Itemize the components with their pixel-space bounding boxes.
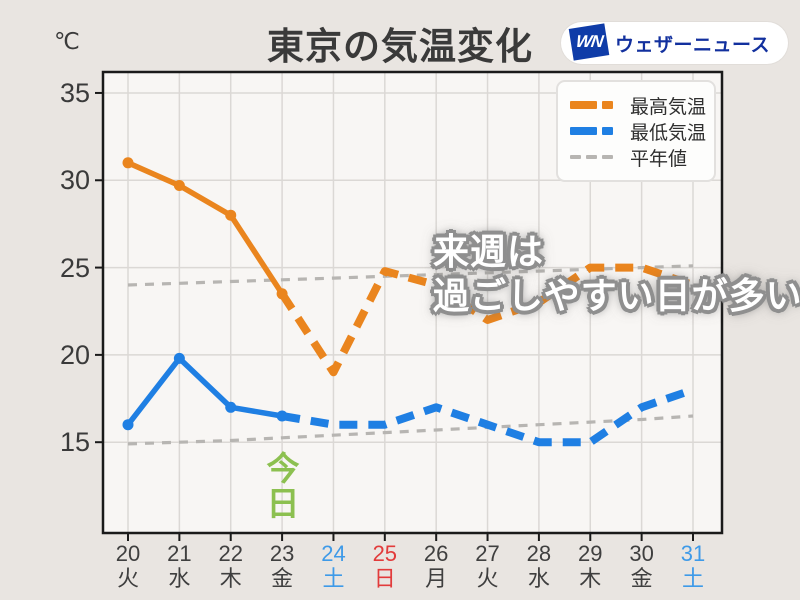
weekday: 日 — [373, 566, 396, 591]
x-tick-label-22: 22 木 — [205, 542, 257, 590]
x-tick-label-30: 30 金 — [616, 542, 668, 590]
weekday: 金 — [271, 566, 294, 591]
date-number: 25 — [372, 541, 398, 566]
date-number: 26 — [423, 541, 449, 566]
annotation-line-2: 過ごしやすい日が多い — [433, 274, 800, 316]
max-temp-marker — [225, 209, 237, 221]
weekday: 火 — [476, 566, 499, 591]
logo-text: ウェザーニュース — [614, 34, 770, 56]
y-tick-label-20: 20 — [59, 339, 90, 370]
normal-dash-swatch — [570, 155, 618, 159]
x-tick-label-31: 31 土 — [667, 542, 719, 590]
today-label: 今日 — [262, 451, 299, 521]
min-temp-marker — [225, 401, 237, 413]
legend-label: 最低気温 — [630, 122, 707, 144]
wn-logo-icon: WN — [568, 23, 610, 61]
x-tick-label-24: 24 土 — [307, 542, 359, 590]
date-number: 27 — [475, 541, 500, 566]
weekday: 土 — [681, 566, 704, 591]
min-temp-line-observed — [125, 355, 285, 428]
legend-item-min-temp: 最低気温 — [570, 118, 706, 144]
annotation-line-1: 来週は — [433, 231, 545, 272]
weekday: 水 — [527, 566, 550, 591]
date-number: 24 — [321, 541, 346, 566]
weekday: 水 — [168, 566, 191, 591]
x-tick-label-23: 23 金 — [256, 542, 308, 590]
weekday: 木 — [579, 566, 602, 591]
y-tick-label-30: 30 — [59, 165, 90, 196]
weekday: 金 — [630, 566, 653, 591]
min-temp-dash-swatch — [570, 127, 618, 135]
x-tick-label-20: 20 火 — [102, 542, 154, 590]
date-number: 29 — [578, 541, 603, 566]
date-number: 31 — [680, 541, 706, 566]
x-tick-label-27: 27 火 — [462, 542, 514, 590]
page-title: 東京の気温変化 — [267, 26, 533, 67]
legend-item-max-temp: 最高気温 — [570, 92, 706, 118]
plot-border — [101, 70, 724, 535]
plot-area: 最高気温 最低気温 平年値 来週は 過ごしやすい日が多い — [95, 70, 800, 541]
min-temp-marker — [122, 419, 134, 431]
y-axis-unit-label: ℃ — [54, 28, 80, 54]
y-tick-label-15: 15 — [59, 427, 90, 458]
legend-label: 最高気温 — [630, 96, 707, 118]
date-number: 23 — [269, 541, 295, 566]
legend-label: 平年値 — [630, 148, 688, 170]
max-temp-marker — [122, 157, 134, 169]
legend-item-normal: 平年値 — [570, 144, 702, 170]
max-temp-marker — [276, 288, 288, 300]
date-number: 30 — [629, 541, 654, 566]
legend: 最高気温 最低気温 平年値 — [556, 80, 716, 182]
weekday: 土 — [322, 566, 345, 591]
max-temp-dash-swatch — [570, 101, 618, 109]
date-number: 20 — [115, 541, 141, 566]
max-temp-marker — [173, 180, 185, 191]
weathernews-logo: WN ウェザーニュース — [560, 22, 788, 64]
x-tick-label-26: 26 月 — [410, 542, 462, 590]
forecast-annotation: 来週は 過ごしやすい日が多い — [433, 230, 800, 318]
x-tick-label-21: 21 水 — [153, 542, 205, 590]
min-temp-marker — [276, 410, 288, 422]
x-tick-label-29: 29 木 — [564, 542, 616, 590]
weekday: 火 — [116, 566, 139, 591]
date-number: 21 — [167, 541, 192, 566]
weekday: 木 — [219, 566, 242, 591]
weekday: 月 — [425, 566, 448, 591]
x-tick-label-25: 25 日 — [359, 542, 411, 590]
wn-logo-letters: WN — [574, 32, 604, 52]
max-temp-line-forecast — [278, 263, 695, 377]
y-tick-label-25: 25 — [59, 252, 90, 283]
date-number: 28 — [526, 541, 552, 566]
x-tick-label-28: 28 水 — [513, 542, 565, 590]
y-tick-label-35: 35 — [59, 77, 90, 108]
date-number: 22 — [218, 541, 243, 566]
min-temp-marker — [173, 352, 185, 364]
min-temp-line-forecast — [281, 386, 695, 447]
max-temp-line-observed — [125, 160, 285, 297]
